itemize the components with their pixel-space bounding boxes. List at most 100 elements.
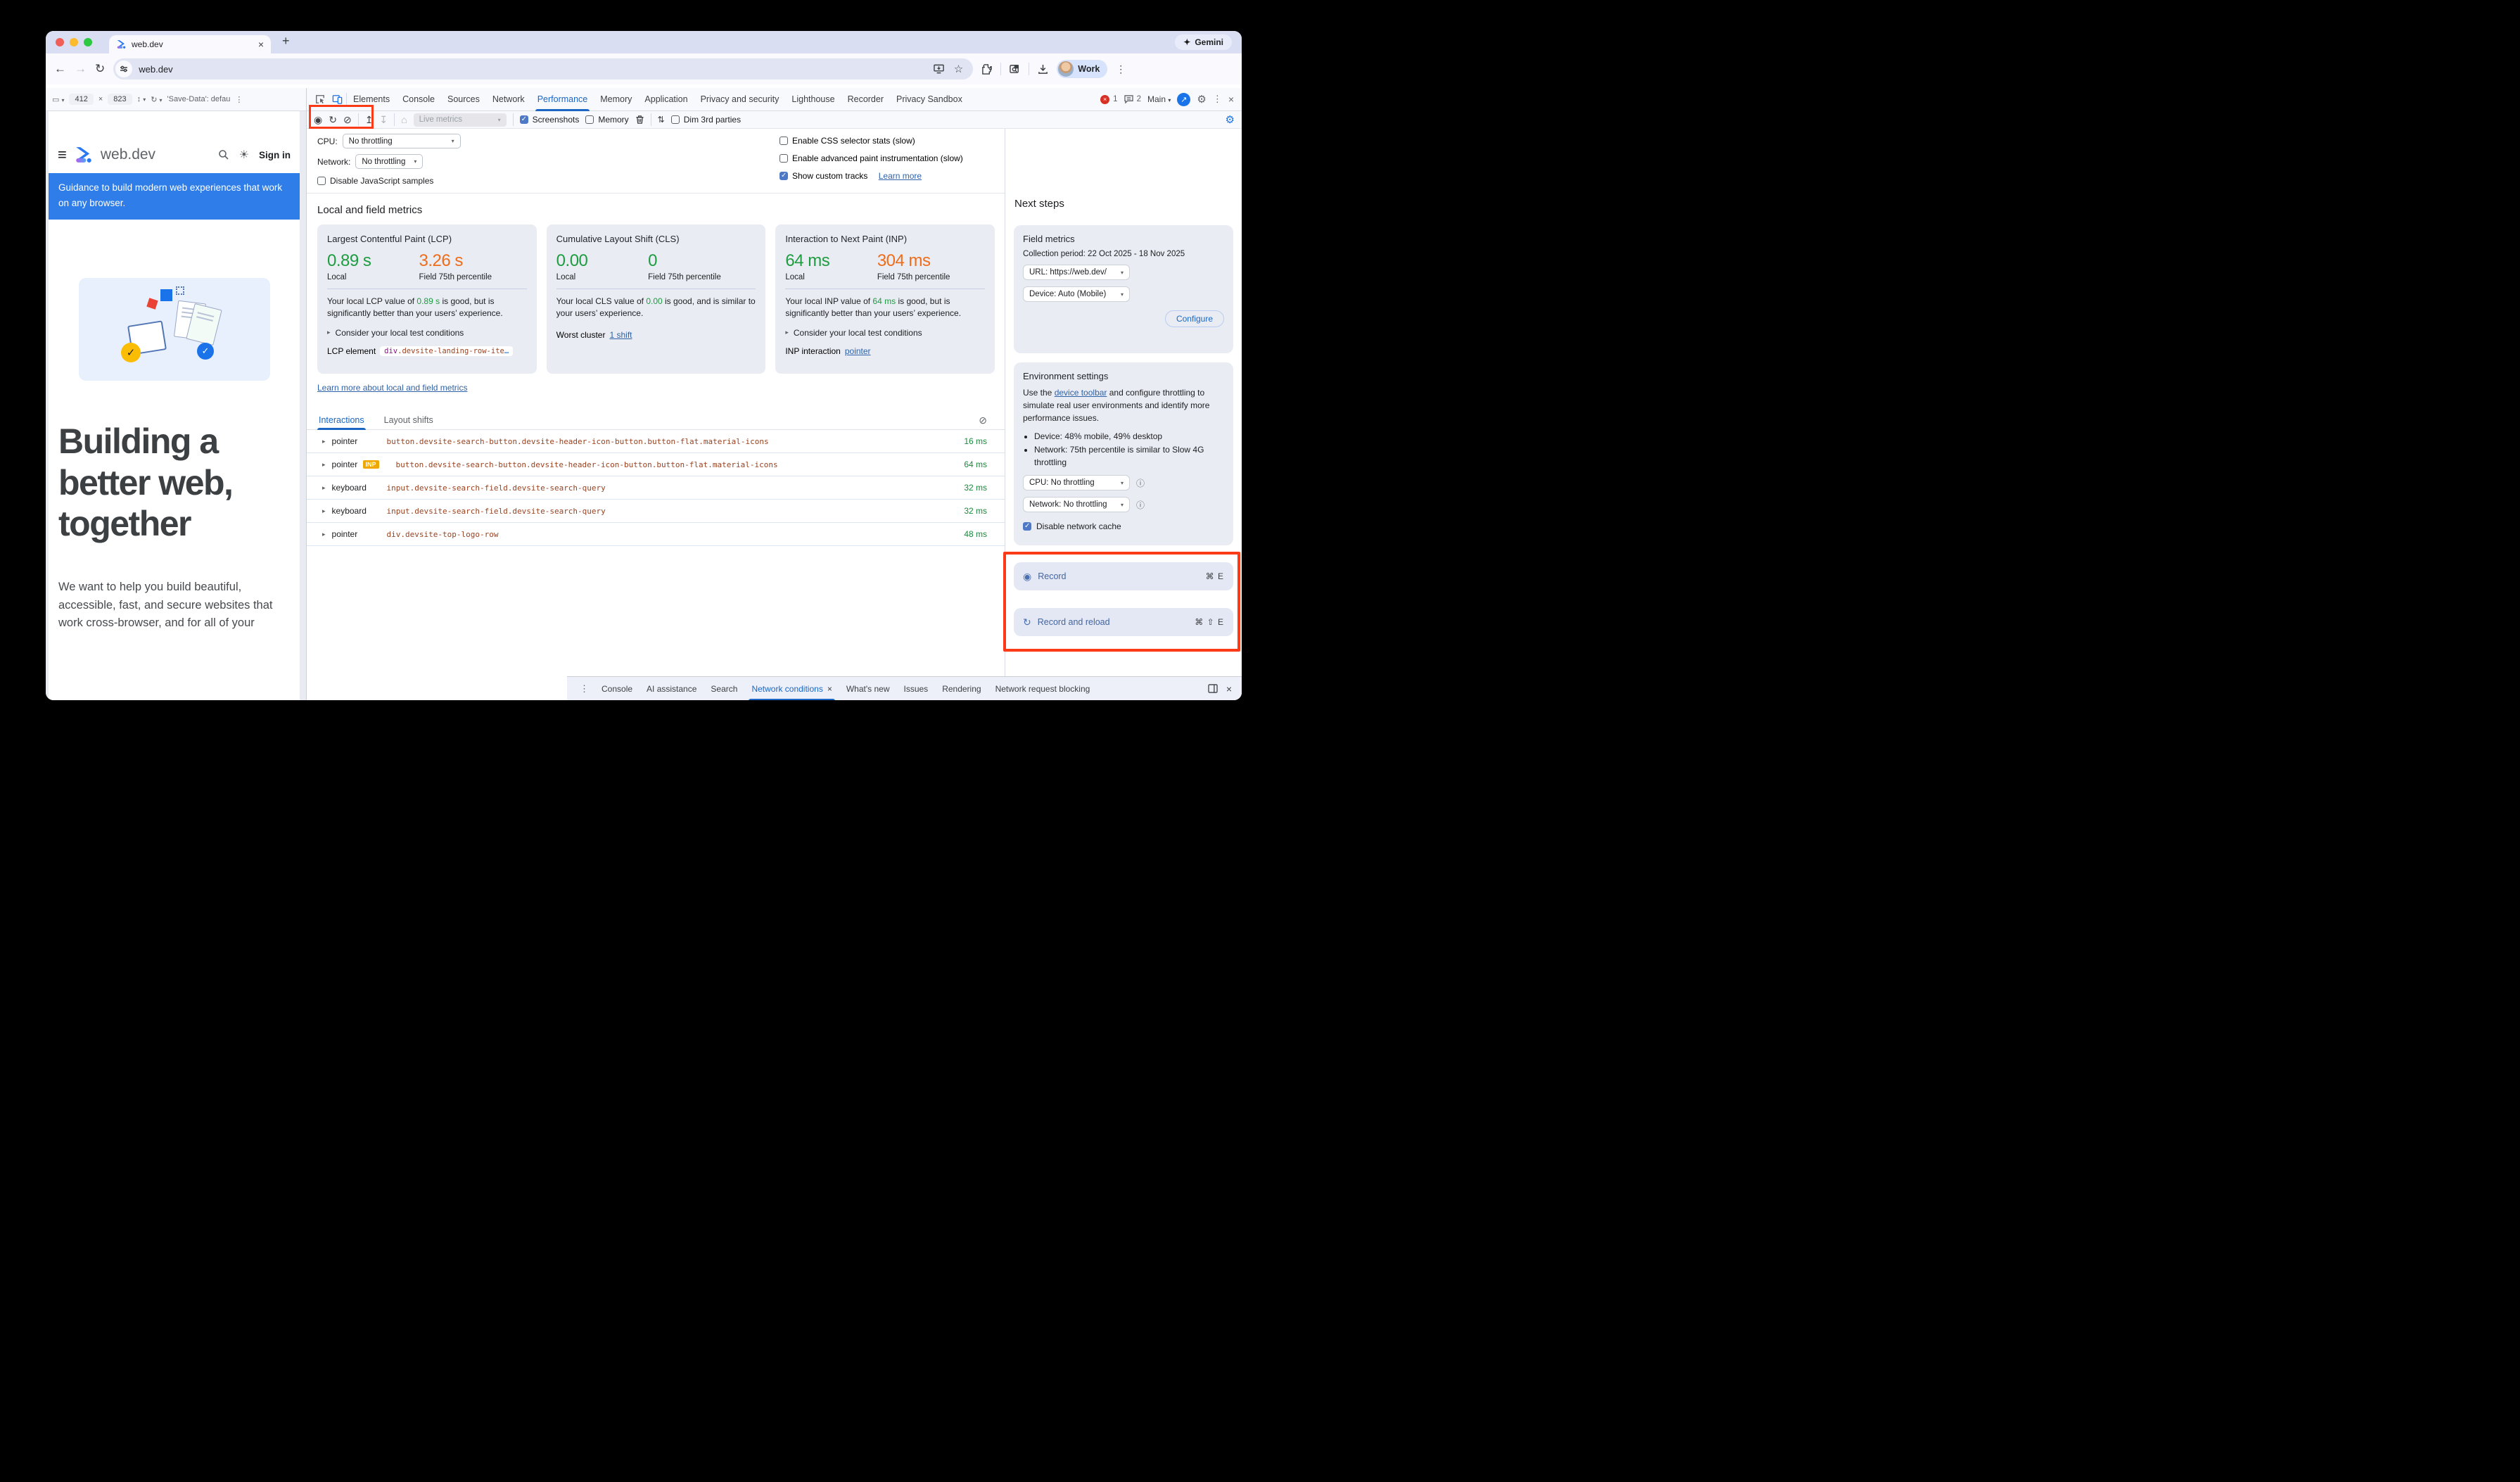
metrics-learn-more-link[interactable]: Learn more about local and field metrics	[317, 383, 468, 393]
interaction-row[interactable]: ▸ pointer INP button.devsite-search-butt…	[307, 453, 1005, 476]
interaction-row[interactable]: ▸ pointer div.devsite-top-logo-row 48 ms	[307, 523, 1005, 546]
devtools-feature-icon[interactable]: ↗	[1177, 92, 1191, 106]
css-selector-stats-checkbox[interactable]: Enable CSS selector stats (slow)	[779, 136, 963, 146]
zoom-dropdown-icon[interactable]: ↕ ▾	[136, 95, 146, 103]
inspect-element-icon[interactable]	[312, 94, 329, 104]
field-device-select[interactable]: Device: Auto (Mobile) ▾	[1023, 286, 1130, 302]
drawer-tab-whats-new[interactable]: What's new	[846, 683, 890, 694]
record-reload-icon[interactable]: ↻	[329, 113, 337, 125]
tab-console[interactable]: Console	[402, 94, 435, 104]
dim-3rd-parties-checkbox[interactable]: Dim 3rd parties	[670, 115, 741, 125]
downloads-icon[interactable]	[1038, 64, 1048, 75]
record-icon[interactable]: ◉	[314, 113, 323, 125]
tab-elements[interactable]: Elements	[353, 94, 390, 104]
close-window-button[interactable]	[56, 38, 64, 46]
drawer-tab-issues[interactable]: Issues	[903, 683, 929, 694]
extensions-icon[interactable]	[981, 63, 993, 75]
interaction-row[interactable]: ▸ keyboard input.devsite-search-field.de…	[307, 500, 1005, 523]
hamburger-menu-icon[interactable]: ≡	[58, 146, 67, 163]
record-and-reload-button[interactable]: ↻ Record and reload ⌘ ⇧ E	[1014, 608, 1233, 636]
minimize-window-button[interactable]	[70, 38, 78, 46]
info-icon[interactable]: ⓘ	[1136, 478, 1145, 488]
tab-network[interactable]: Network	[492, 94, 525, 104]
interaction-row[interactable]: ▸ keyboard input.devsite-search-field.de…	[307, 476, 1005, 500]
disable-network-cache-checkbox[interactable]: Disable network cache	[1023, 521, 1224, 531]
tab-privacy-sandbox[interactable]: Privacy Sandbox	[896, 94, 962, 104]
disable-js-samples-checkbox[interactable]: Disable JavaScript samples	[317, 176, 433, 186]
load-profile-icon[interactable]: ↥	[364, 113, 374, 125]
drawer-tab-console[interactable]: Console	[602, 683, 633, 694]
device-width-input[interactable]: 412	[69, 94, 94, 105]
inp-interaction-link[interactable]: pointer	[844, 346, 871, 356]
interaction-row[interactable]: ▸ pointer button.devsite-search-button.d…	[307, 430, 1005, 453]
forward-button[interactable]: →	[75, 62, 87, 75]
home-icon[interactable]: ⌂	[401, 114, 407, 125]
browser-menu-icon[interactable]: ⋮	[1116, 63, 1126, 75]
tab-interactions[interactable]: Interactions	[317, 411, 366, 430]
console-messages-icon[interactable]	[1124, 95, 1133, 103]
address-bar[interactable]: web.dev ☆	[113, 58, 974, 80]
drawer-tab-network-request-blocking[interactable]: Network request blocking	[995, 683, 1090, 694]
site-search-icon[interactable]	[218, 149, 229, 160]
env-cpu-select[interactable]: CPU: No throttling ▾	[1023, 475, 1130, 491]
field-url-select[interactable]: URL: https://web.dev/▾	[1023, 265, 1130, 280]
worst-cluster-link[interactable]: 1 shift	[609, 329, 632, 340]
info-icon[interactable]: ⓘ	[1136, 500, 1145, 510]
drawer-menu-icon[interactable]: ⋮	[580, 683, 589, 694]
collect-garbage-icon[interactable]	[635, 115, 644, 125]
profile-chip[interactable]: Work	[1057, 60, 1108, 78]
drawer-tab-rendering[interactable]: Rendering	[942, 683, 981, 694]
inp-expander[interactable]: ▸ Consider your local test conditions	[785, 327, 922, 338]
site-settings-icon[interactable]	[115, 61, 133, 77]
record-button[interactable]: ◉ Record ⌘ E	[1014, 562, 1233, 590]
install-icon[interactable]	[934, 64, 944, 74]
drawer-tab-search[interactable]: Search	[711, 683, 738, 694]
browser-tab[interactable]: web.dev ×	[109, 35, 271, 53]
theme-toggle-icon[interactable]: ☀	[238, 149, 249, 161]
sign-in-button[interactable]: Sign in	[259, 149, 291, 160]
tab-memory[interactable]: Memory	[600, 94, 632, 104]
search-tabs-icon[interactable]	[1010, 64, 1020, 75]
device-toolbar-menu-icon[interactable]: ⋮	[235, 95, 243, 104]
network-throttling-select[interactable]: No throttling ▾	[355, 154, 424, 169]
target-selector[interactable]: Main ▾	[1147, 94, 1171, 104]
tab-sources[interactable]: Sources	[447, 94, 480, 104]
close-drawer-icon[interactable]: ×	[1226, 683, 1232, 695]
throttle-dropdown-icon[interactable]: ↻ ▾	[151, 95, 163, 104]
device-type-icon[interactable]: ▭ ▾	[52, 95, 65, 104]
env-network-select[interactable]: Network: No throttling ▾	[1023, 497, 1130, 513]
clear-interactions-icon[interactable]: ⊘	[979, 414, 987, 426]
cpu-throttling-select[interactable]: No throttling ▾	[342, 134, 461, 148]
bookmark-star-icon[interactable]: ☆	[953, 63, 964, 75]
tab-recorder[interactable]: Recorder	[847, 94, 884, 104]
clear-icon[interactable]: ⊘	[343, 113, 352, 125]
drawer-tab-ai-assistance[interactable]: AI assistance	[647, 683, 697, 694]
close-devtools-icon[interactable]: ×	[1228, 94, 1234, 105]
lcp-element-chip[interactable]: div.devsite-landing-row-ite…	[380, 346, 514, 356]
save-profile-icon[interactable]: ↧	[379, 113, 388, 125]
lcp-expander[interactable]: ▸ Consider your local test conditions	[327, 327, 464, 338]
tab-lighthouse[interactable]: Lighthouse	[791, 94, 835, 104]
screenshots-checkbox[interactable]: Screenshots	[519, 115, 579, 125]
advanced-paint-checkbox[interactable]: Enable advanced paint instrumentation (s…	[779, 153, 963, 163]
tab-layout-shifts[interactable]: Layout shifts	[383, 415, 433, 425]
gemini-button[interactable]: ✦ Gemini	[1175, 34, 1232, 50]
reload-button[interactable]: ↻	[95, 62, 106, 75]
configure-button[interactable]: Configure	[1164, 310, 1224, 327]
close-tab-icon[interactable]: ×	[257, 39, 264, 50]
new-tab-button[interactable]: +	[282, 34, 290, 48]
panel-settings-gear-icon[interactable]: ⚙	[1225, 114, 1235, 126]
device-height-input[interactable]: 823	[108, 94, 132, 105]
custom-tracks-checkbox[interactable]: Show custom tracks Learn more	[779, 171, 963, 181]
devtools-menu-icon[interactable]: ⋮	[1212, 94, 1222, 104]
site-brand[interactable]: web.dev	[100, 146, 156, 163]
collapse-tracks-icon[interactable]: ⇅	[657, 115, 665, 125]
tab-privacy-security[interactable]: Privacy and security	[700, 94, 779, 104]
close-drawer-tab-icon[interactable]: ×	[827, 683, 832, 694]
back-button[interactable]: ←	[54, 62, 66, 75]
device-toolbar-link[interactable]: device toolbar	[1054, 388, 1107, 398]
devtools-settings-icon[interactable]: ⚙	[1197, 94, 1207, 106]
maximize-window-button[interactable]	[84, 38, 92, 46]
tab-performance[interactable]: Performance	[531, 88, 594, 111]
webdev-logo[interactable]	[74, 146, 92, 164]
